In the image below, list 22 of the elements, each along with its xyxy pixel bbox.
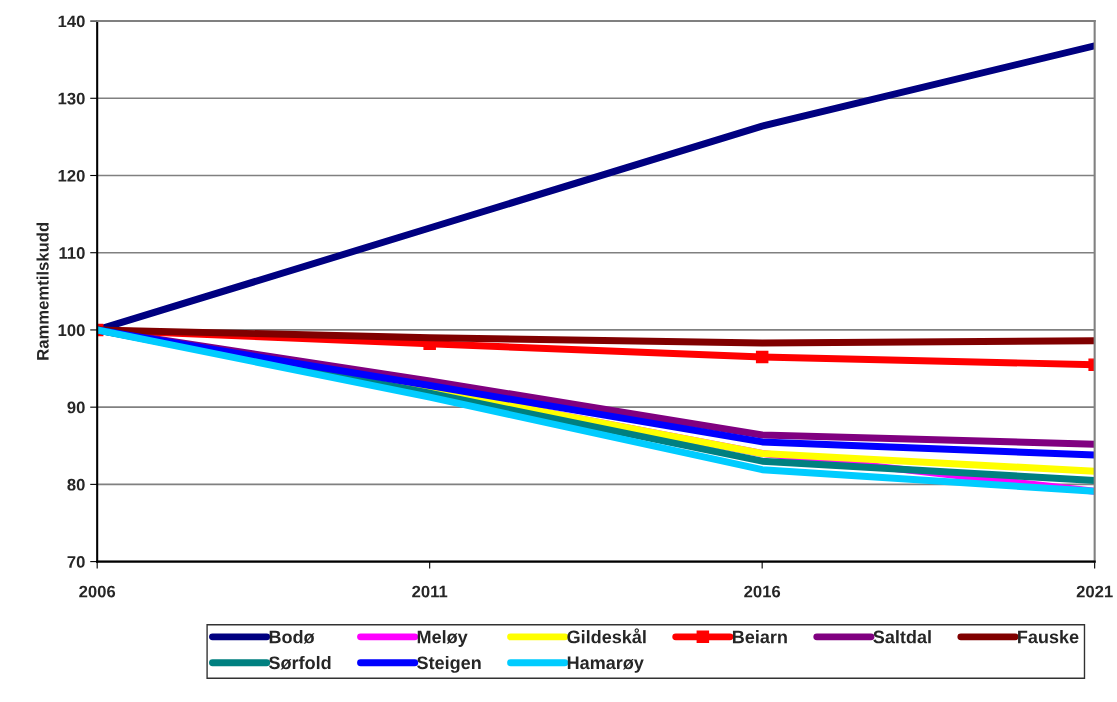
legend-label: Saltdal (873, 630, 931, 644)
x-tick-label: 2016 (744, 585, 781, 598)
y-tick-label: 110 (59, 247, 85, 259)
x-tick-label: 2021 (1076, 585, 1113, 598)
x-tick-label: 2006 (79, 585, 116, 598)
y-tick-label: 80 (67, 478, 85, 491)
y-tick-label: 140 (58, 15, 85, 28)
legend-label: Hamarøy (567, 656, 644, 673)
y-tick-label: 90 (67, 401, 85, 414)
legend-label: Gildeskål (567, 628, 646, 644)
y-axis-title: Rammemtilskudd (36, 222, 49, 360)
y-tick-label: 100 (58, 324, 85, 337)
y-tick-label: 70 (67, 556, 85, 568)
x-tick-label: 2011 (412, 585, 448, 598)
legend-label: Bodø (269, 630, 315, 644)
legend-label: Meløy (417, 630, 468, 647)
y-tick-label: 130 (58, 92, 85, 105)
legend-label: Sørfold (269, 655, 331, 670)
y-tick-label: 120 (58, 169, 85, 182)
legend-label: Steigen (417, 655, 481, 673)
legend-label: Beiarn (732, 630, 787, 644)
legend-label: Fauske (1018, 630, 1079, 644)
